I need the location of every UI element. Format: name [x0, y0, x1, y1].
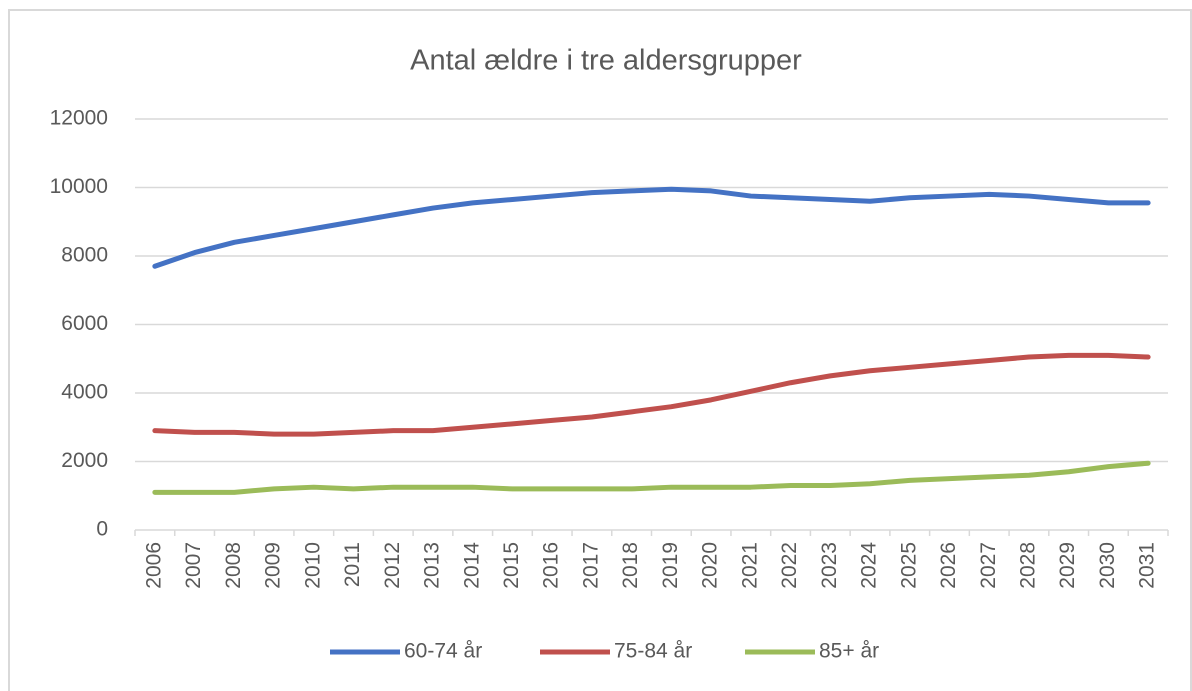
series-line	[152, 186, 1151, 269]
x-tick-label: 2009	[262, 542, 285, 589]
x-tick-label: 2020	[699, 542, 722, 589]
x-tick-label: 2006	[142, 542, 165, 589]
x-tick-label: 2008	[222, 542, 245, 589]
y-tick-label: 0	[96, 518, 108, 541]
x-tick-label: 2017	[579, 542, 602, 589]
legend-label: 75-84 år	[614, 640, 692, 663]
x-tick-label: 2015	[500, 542, 523, 589]
legend-label: 60-74 år	[404, 640, 482, 663]
y-tick-label: 6000	[61, 312, 108, 335]
x-tick-label: 2021	[738, 542, 761, 589]
y-tick-label: 4000	[61, 381, 108, 404]
x-tick-label: 2030	[1096, 542, 1119, 589]
x-tick-label: 2023	[818, 542, 841, 589]
x-tick-label: 2026	[937, 542, 960, 589]
x-tick-label: 2019	[659, 542, 682, 589]
x-tick-label: 2024	[858, 542, 881, 589]
x-tick-label: 2016	[540, 542, 563, 589]
x-tick-label: 2018	[619, 542, 642, 589]
y-tick-label: 12000	[50, 107, 108, 130]
series-line	[152, 460, 1151, 495]
x-tick-label: 2014	[460, 542, 483, 589]
x-tick-label: 2027	[977, 542, 1000, 589]
x-tick-label: 2012	[381, 542, 404, 589]
chart-title: Antal ældre i tre aldersgrupper	[410, 45, 802, 77]
y-tick-label: 10000	[50, 175, 108, 198]
x-tick-label: 2025	[897, 542, 920, 589]
legend-label: 85+ år	[819, 640, 879, 663]
x-tick-label: 2031	[1136, 542, 1159, 589]
x-tick-label: 2029	[1056, 542, 1079, 589]
chart-frame	[8, 9, 1192, 691]
x-tick-label: 2013	[421, 542, 444, 589]
x-tick-label: 2010	[301, 542, 324, 589]
y-tick-label: 8000	[61, 244, 108, 267]
y-tick-label: 2000	[61, 449, 108, 472]
x-tick-label: 2007	[182, 542, 205, 589]
x-tick-label: 2028	[1016, 542, 1039, 589]
x-tick-label: 2022	[778, 542, 801, 589]
x-tick-label: 2011	[341, 542, 364, 587]
series-line	[152, 352, 1151, 437]
